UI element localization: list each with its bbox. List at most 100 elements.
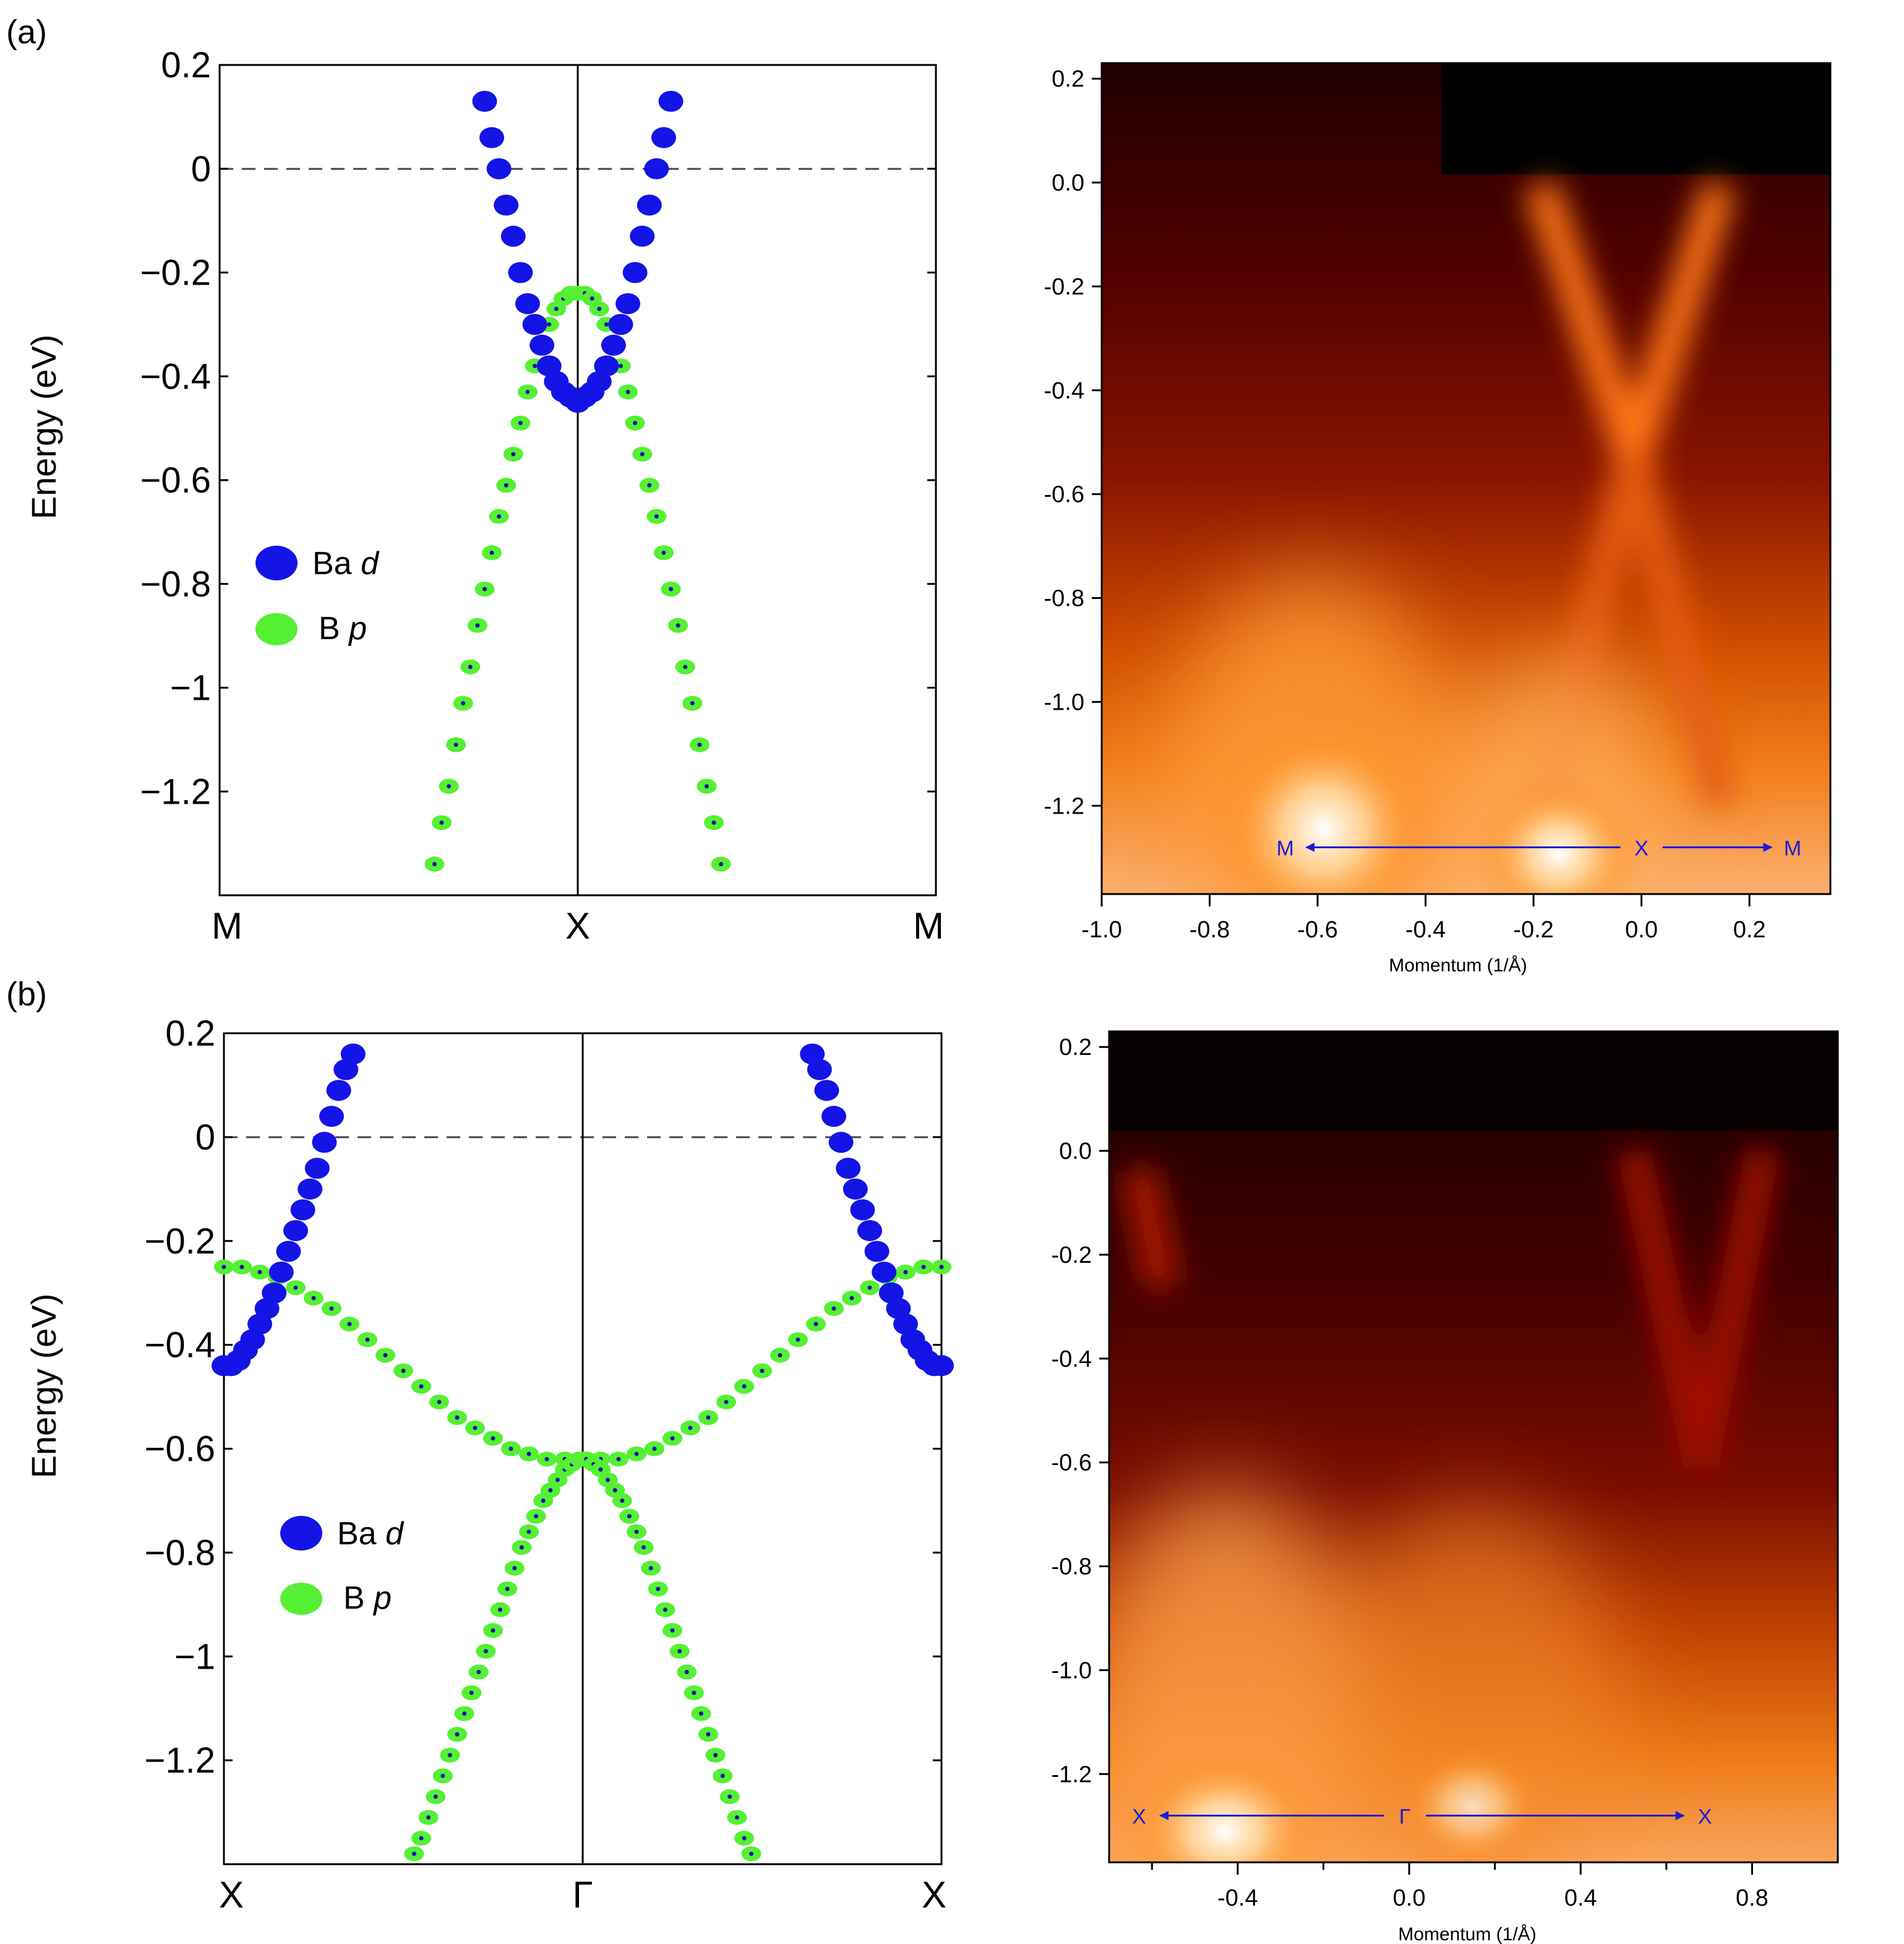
arpes-y-axis-a: 0.2 0.0 -0.2 -0.4 -0.6 -0.8 -1.0 -1.2 <box>1044 66 1102 819</box>
point-ba-d-b <box>283 1219 308 1241</box>
panel-label-a: (a) <box>6 14 47 51</box>
arpes-x-axis-label-b: Momentum (1/Å) <box>1398 1924 1536 1944</box>
point-center-b-p-flat-band-b <box>921 1265 926 1270</box>
y-axis-label-a: Energy (eV) <box>24 335 63 520</box>
y-tick-label-a: -0.8 <box>1044 586 1084 612</box>
x-tick-label-b: -0.4 <box>1217 1885 1258 1911</box>
arpes-vband-b <box>1120 1147 1780 1470</box>
point-ba-d-b <box>304 1158 330 1179</box>
y-tick-label-a: −0.6 <box>140 460 212 501</box>
y-tick-label-b: 0.2 <box>165 1013 215 1054</box>
legend-ba-text-b: Ba <box>337 1516 377 1552</box>
y-tick-label-a: 0.2 <box>1052 66 1084 92</box>
arpes-x-axis-b: -0.4 0.0 0.4 0.8 <box>1151 1862 1769 1911</box>
band-points-b <box>212 1043 954 1862</box>
y-tick-label-b: -1.0 <box>1052 1658 1092 1684</box>
point-center-b-p-dispersive-b <box>627 1514 632 1519</box>
point-center-b-p-dispersive-b <box>677 1649 682 1654</box>
point-ba-d-a <box>622 262 648 283</box>
y-tick-label-b: −1.2 <box>145 1740 216 1781</box>
x-tick-label-b: X <box>219 1874 244 1916</box>
x-tick-label-a: -0.8 <box>1190 917 1230 943</box>
point-center-b-p-flat-band-b <box>293 1285 298 1290</box>
legend-a: Ba d B p <box>255 546 380 647</box>
point-center-b-p-a <box>647 483 652 488</box>
y-tick-label-a: −0.4 <box>140 356 212 397</box>
legend-p-italic-b: p <box>372 1580 392 1616</box>
point-ba-d-a <box>472 90 497 112</box>
point-center-b-p-flat-band-b <box>491 1436 495 1441</box>
band-structure-b: 0.2 0 −0.2 −0.4 −0.6 −0.8 −1 −1.2 X Γ X Energy (e… <box>24 1013 954 1916</box>
point-center-b-p-flat-band-b <box>419 1384 424 1389</box>
legend-b-text: B <box>319 611 340 647</box>
point-ba-d-b <box>312 1132 337 1153</box>
point-ba-d-a <box>500 225 526 247</box>
point-center-b-p-dispersive-b <box>512 1566 517 1571</box>
point-center-b-p-dispersive-b <box>462 1711 467 1716</box>
point-ba-d-b <box>843 1178 868 1200</box>
point-center-b-p-a <box>683 664 688 669</box>
y-tick-label-a: −1 <box>170 668 211 708</box>
y-tick-label-a: 0.0 <box>1052 170 1084 196</box>
point-ba-d-a <box>508 262 533 283</box>
point-center-b-p-dispersive-b <box>713 1753 718 1758</box>
point-center-b-p-dispersive-b <box>598 1467 603 1472</box>
point-center-b-p-dispersive-b <box>519 1545 524 1550</box>
point-center-b-p-flat-band-b <box>867 1285 872 1290</box>
band-structure-a: 0.2 0 −0.2 −0.4 −0.6 −0.8 −1 −1.2 M X M Energy (e… <box>24 45 944 947</box>
x-tick-label-b: 0.4 <box>1564 1885 1597 1911</box>
point-center-b-p-flat-band-b <box>383 1353 388 1357</box>
point-center-b-p-a <box>453 742 458 747</box>
arpes-frame-b <box>1108 1030 1839 1864</box>
point-center-b-p-dispersive-b <box>692 1690 697 1695</box>
arpes-frame-a <box>1100 62 1832 895</box>
arpes-map-a: 0.20.0-0.2-0.4-0.6-0.8-1.0-1.2 -1.0 -0.8-… <box>1044 62 1832 976</box>
point-ba-d-a <box>615 293 641 314</box>
y-tick-label-b: -0.4 <box>1052 1346 1092 1372</box>
point-center-b-p-dispersive-b <box>663 1607 667 1612</box>
point-ba-d-b <box>857 1219 882 1241</box>
point-ba-d-b <box>872 1262 897 1283</box>
point-center-b-p-flat-band-b <box>455 1415 460 1420</box>
point-center-b-p-a <box>447 784 452 789</box>
y-tick-label-b: -0.2 <box>1052 1242 1092 1268</box>
point-ba-d-b <box>807 1059 832 1080</box>
point-center-b-p-dispersive-b <box>641 1545 646 1550</box>
point-center-b-p-a <box>533 363 538 368</box>
point-center-b-p-dispersive-b <box>727 1794 732 1799</box>
path-label-a: M <box>1784 837 1801 860</box>
point-center-b-p-dispersive-b <box>620 1498 625 1503</box>
x-tick-label-a: X <box>565 905 590 947</box>
y-axis-b: 0.2 0 −0.2 −0.4 −0.6 −0.8 −1 −1.2 <box>145 1013 941 1781</box>
path-label-a: X <box>1634 837 1649 860</box>
point-ba-d-b <box>298 1178 323 1200</box>
point-center-b-p-a <box>482 587 487 591</box>
legend-marker-b-p-b <box>280 1583 322 1615</box>
point-center-b-p-dispersive-b <box>749 1851 754 1856</box>
point-ba-d-b <box>326 1080 351 1101</box>
point-center-b-p-flat-band-b <box>401 1369 406 1374</box>
arpes-image-b <box>1109 1031 1838 1862</box>
y-tick-label-b: −0.4 <box>145 1325 216 1366</box>
point-center-b-p-a <box>432 862 437 867</box>
point-center-b-p-flat-band-b <box>760 1369 765 1374</box>
point-center-b-p-dispersive-b <box>455 1732 460 1737</box>
point-center-b-p-flat-band-b <box>526 1452 531 1456</box>
arpes-dark-top-a <box>1441 63 1830 174</box>
y-tick-label-a: −1.2 <box>140 772 212 812</box>
x-tick-label-a: 0.0 <box>1625 917 1658 943</box>
arpes-vband-left-arm-a <box>1524 180 1650 463</box>
point-ba-d-a <box>658 90 684 112</box>
arpes-humps-b <box>1109 1485 1621 1862</box>
x-tick-label-b: Γ <box>572 1874 593 1916</box>
point-center-b-p-a <box>554 306 559 311</box>
point-center-b-p-flat-band-b <box>634 1452 639 1456</box>
point-center-b-p-dispersive-b <box>634 1529 639 1534</box>
point-center-b-p-flat-band-b <box>706 1415 711 1420</box>
y-tick-label-a: -0.4 <box>1044 378 1084 404</box>
point-center-b-p-dispersive-b <box>656 1586 661 1591</box>
point-ba-d-a <box>522 314 547 335</box>
